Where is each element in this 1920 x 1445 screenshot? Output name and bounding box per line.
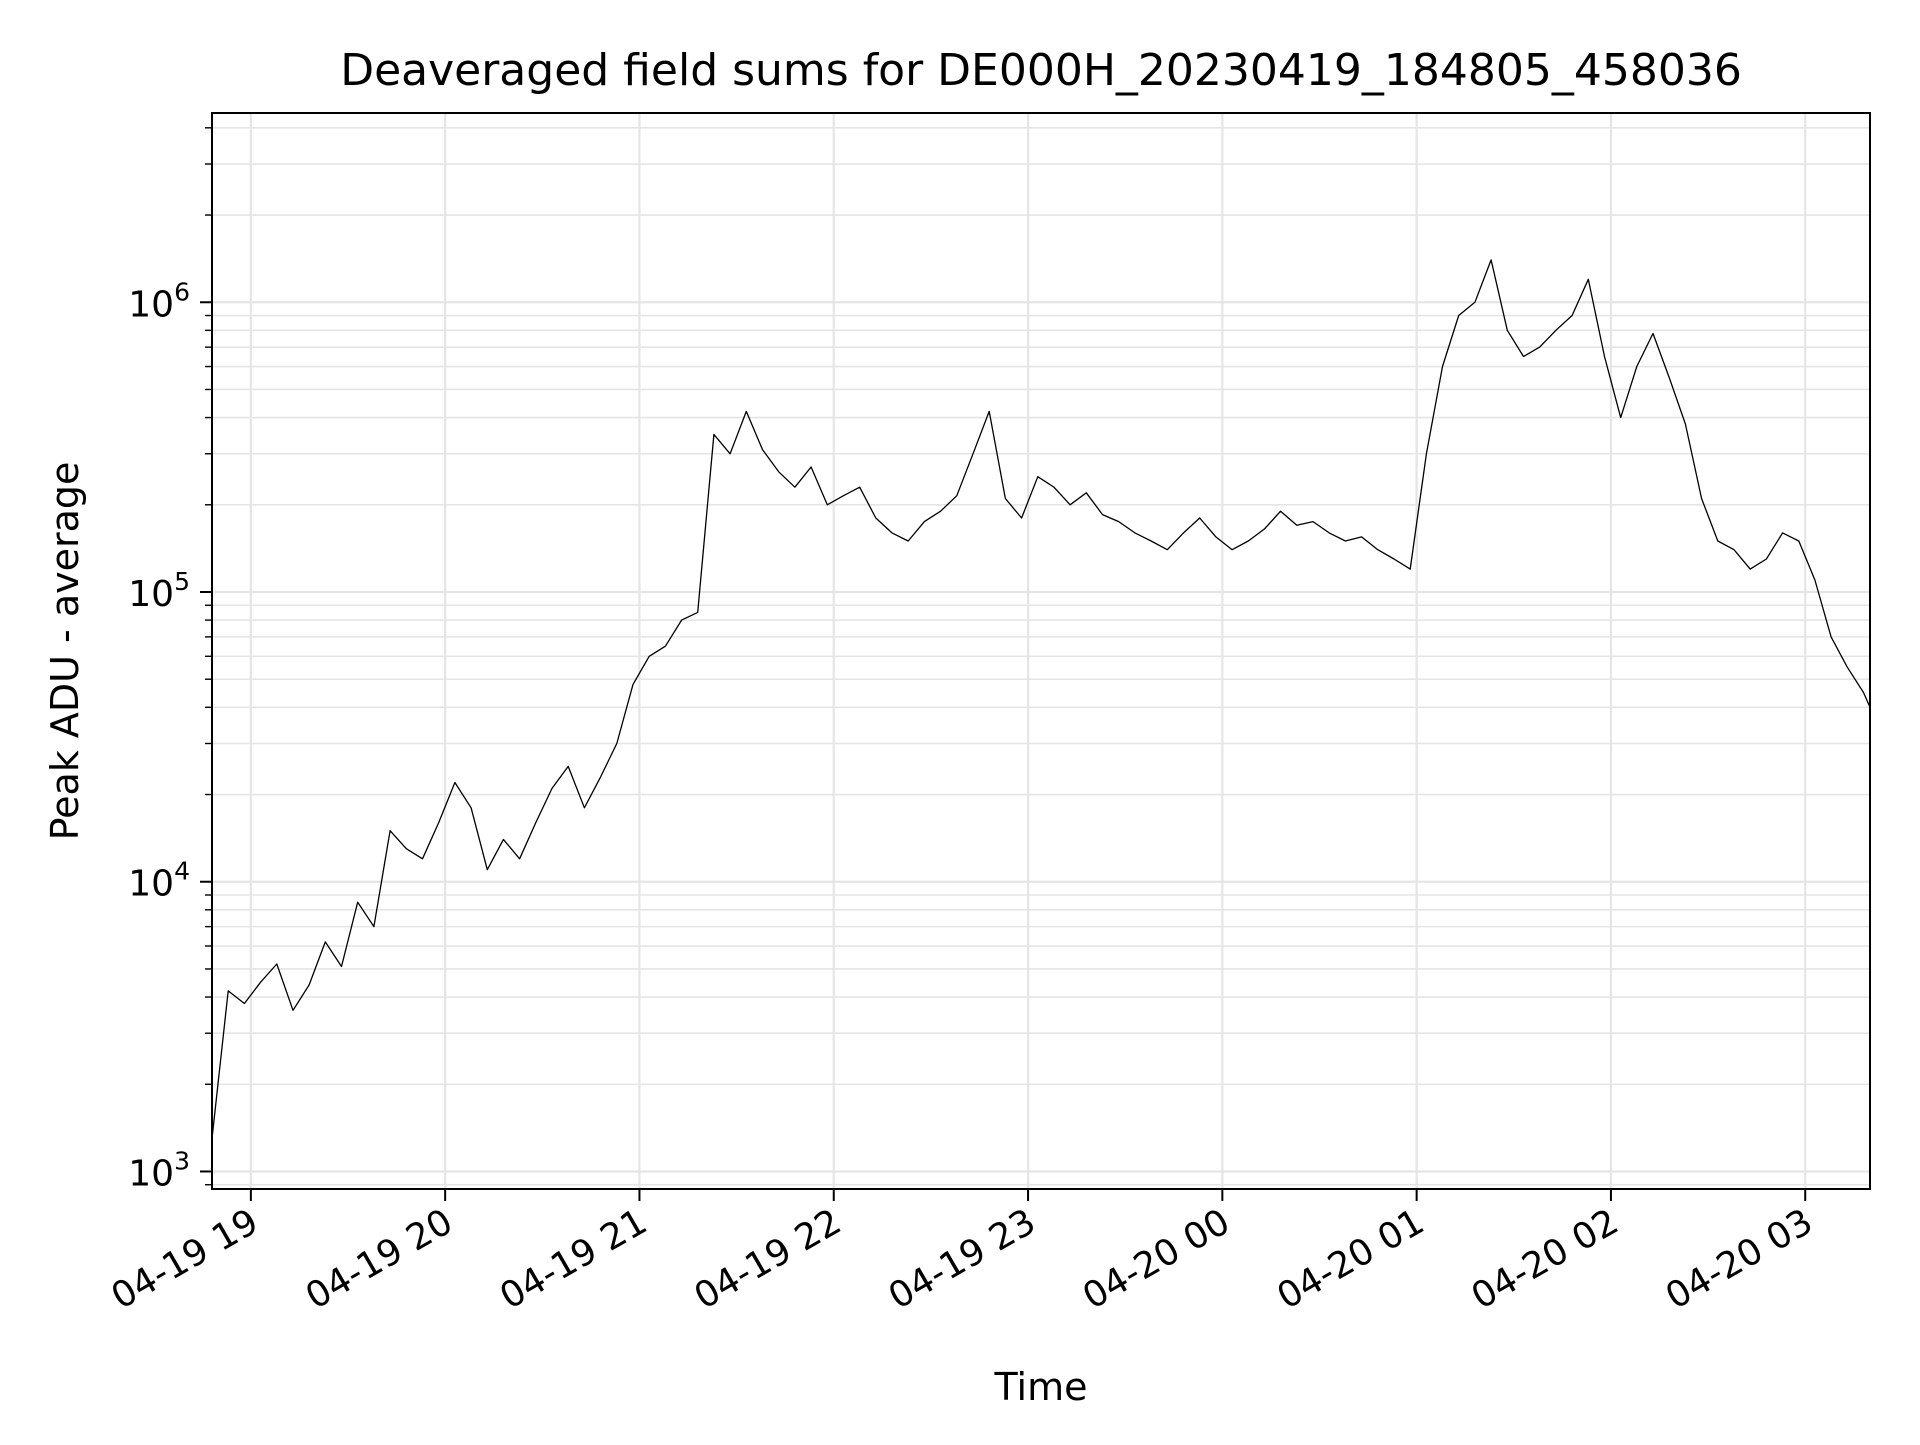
y-tick-label: 105 bbox=[128, 567, 190, 615]
y-tick-exponent: 6 bbox=[174, 277, 190, 306]
plot-frame bbox=[211, 112, 1871, 1190]
y-tick-base: 10 bbox=[128, 864, 174, 905]
y-axis-label: Peak ADU - average bbox=[43, 462, 87, 841]
y-tick-exponent: 4 bbox=[174, 857, 190, 886]
y-tick-exponent: 3 bbox=[174, 1146, 190, 1175]
y-tick-base: 10 bbox=[128, 284, 174, 325]
y-tick-base: 10 bbox=[128, 1153, 174, 1194]
y-tick-label: 106 bbox=[128, 277, 190, 325]
y-tick-exponent: 5 bbox=[174, 567, 190, 596]
y-tick-label: 103 bbox=[128, 1146, 190, 1194]
data-series-line bbox=[211, 259, 1871, 1139]
chart-title: Deaveraged field sums for DE000H_2023041… bbox=[340, 45, 1742, 96]
x-axis-label: Time bbox=[994, 1365, 1088, 1409]
y-tick-base: 10 bbox=[128, 574, 174, 615]
y-tick-label: 104 bbox=[128, 857, 190, 905]
